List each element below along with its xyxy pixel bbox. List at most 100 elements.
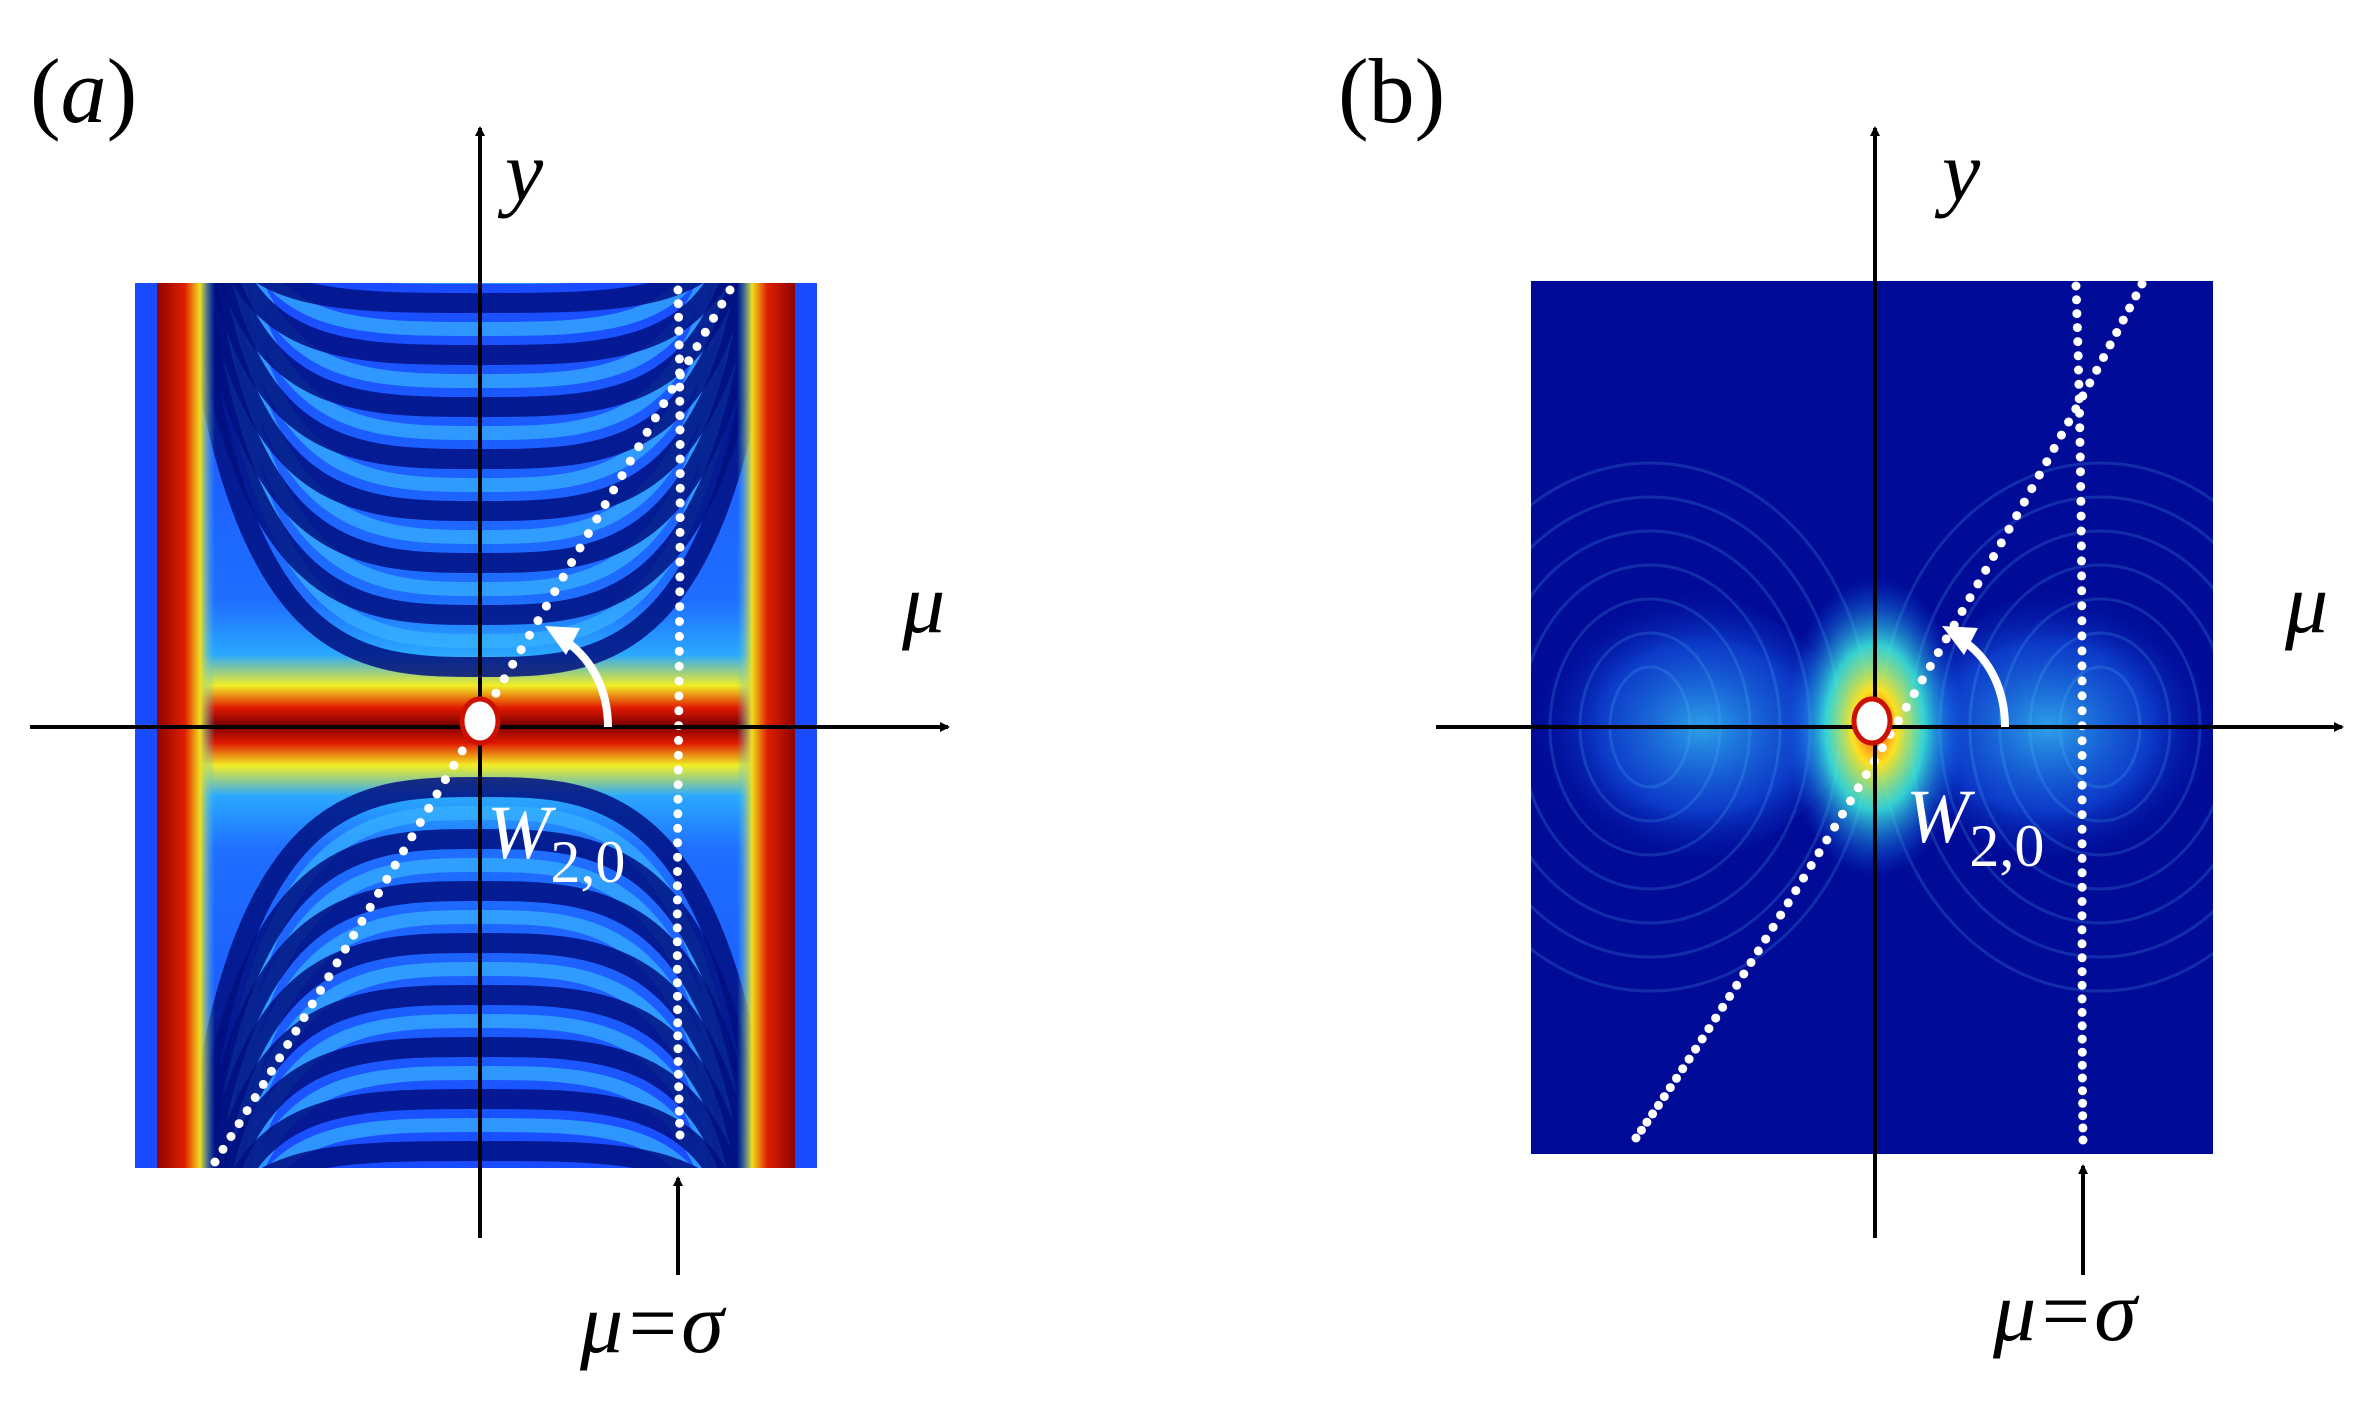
panel-a-rotated-dot <box>667 384 677 394</box>
panel-b-rotation-arrowhead <box>1942 626 1978 655</box>
panel-b-rotated-dot <box>2042 457 2052 467</box>
panel-a-sigma-dot <box>675 440 685 449</box>
panel-b-rotated-dot <box>1822 835 1832 845</box>
panel-a-sigma-dot <box>674 1082 684 1092</box>
panel-b-rotated-dot <box>1678 1064 1688 1074</box>
panel-b-rotated-dot <box>1901 702 1911 712</box>
panel-b-sigma-dot <box>2074 365 2083 375</box>
panel-b-sigma-dot <box>2072 295 2081 305</box>
panel-b-rotated-dot <box>1691 1044 1701 1054</box>
panel-b-rotated-dot <box>1893 716 1903 726</box>
panel-b-sigma-dot <box>2077 765 2087 775</box>
panel-b-rotated-dot <box>1732 980 1742 990</box>
panel-a-sigma-dot <box>675 498 685 508</box>
panel-a-sigma-dot <box>673 285 683 295</box>
panel-b-sigma-dot <box>2077 601 2087 611</box>
panel-b-rotated-dot <box>1909 689 1919 699</box>
panel-b-rotated-dot <box>1830 822 1840 832</box>
panel-a-dotted-curves <box>210 285 735 1167</box>
panel-b-rotated-dot <box>1925 661 1935 671</box>
panel-b-sigma-dot <box>2077 953 2087 963</box>
panel-b-sigma-dot <box>2075 423 2085 433</box>
panel-b-sigma-dot <box>2077 939 2087 949</box>
panel-a-sigma-dot <box>675 1118 685 1128</box>
panel-b-sigma-dot <box>2077 751 2087 760</box>
panel-b-rotated-dot <box>1861 770 1871 779</box>
panel-b-sigma-dot <box>2077 1073 2087 1083</box>
panel-a-rotated-dot <box>266 1066 276 1076</box>
panel-a-sigma-dot <box>672 978 682 988</box>
panel-b-rotated-dot <box>2131 291 2141 301</box>
panel-a-rotated-dot <box>499 674 509 684</box>
panel-a-rotated-dot <box>491 688 501 698</box>
panel-a-rotated-dot <box>717 299 727 309</box>
panel-b-sigma-dot <box>2078 1098 2088 1108</box>
panel-b-rotated-dot <box>1725 991 1735 1001</box>
panel-a-rotated-dot <box>275 1053 285 1063</box>
panel-a-sigma-dot <box>672 964 682 974</box>
panel-b-rotated-dot <box>1697 1034 1707 1044</box>
panel-a-rotated-dot <box>324 972 334 982</box>
panel-a-sigma-dot <box>673 809 683 819</box>
panel-b-sigma-dot <box>2075 452 2085 462</box>
panel-a-sigma-dot <box>675 411 685 421</box>
panel-a-rotated-dot <box>625 456 635 466</box>
panel-a-rotated-dot <box>242 1106 252 1116</box>
panel-b-sigma-dot <box>2077 911 2087 921</box>
panel-b-sigma-dot <box>2075 437 2085 447</box>
panel-a-sigma-dot <box>672 881 682 891</box>
panel-a-sigma-dot <box>672 923 682 933</box>
panel-a-label: (a) <box>30 40 137 142</box>
panel-b-sigma-dot <box>2072 309 2082 319</box>
panel-b-sigma-dot <box>2077 661 2087 671</box>
panel-a-rotated-dot <box>550 587 560 597</box>
panel-a-rotated-dot <box>349 930 359 940</box>
panel-b-rotated-dot <box>1845 796 1855 806</box>
panel-a-sigma-dot <box>675 382 685 392</box>
panel-a-sigma-dot <box>673 750 683 760</box>
panel-a-sigma-dot <box>672 895 682 905</box>
panel-a-rotated-dot <box>340 944 350 954</box>
panel-b-rotated-dot <box>2004 524 2014 534</box>
panel-a-sigma-dot <box>675 602 685 612</box>
panel-b-sigma-dot <box>2077 897 2087 906</box>
panel-b-rotated-dot <box>1989 552 1998 561</box>
panel-b-rotated-dot <box>2099 353 2108 362</box>
panel-b-sigma-dot <box>2078 1086 2087 1096</box>
panel-a-rotated-dot <box>457 746 467 756</box>
panel-b-rotated-dot <box>1642 1117 1652 1127</box>
panel-b-sigma-dot <box>2074 379 2084 389</box>
panel-a-sigma-dot <box>675 1130 685 1140</box>
panel-b-rotated-dot <box>2064 417 2074 427</box>
panel-b-rotated-dot <box>1665 1083 1675 1093</box>
panel-b-sigma-dot <box>2078 1111 2088 1121</box>
panel-b-sigma-dot <box>2077 1047 2087 1057</box>
panel-b-sigma-dot <box>2071 281 2081 291</box>
panel-a-rotated-dot <box>210 1157 220 1167</box>
panel-b-x-axis-label: μ <box>2284 555 2328 651</box>
panel-a-rotated-dot <box>283 1040 293 1049</box>
panel-a-rotated-dot <box>390 860 400 870</box>
panel-a-point-label: W2,0 <box>487 791 625 895</box>
panel-b-rotated-dot <box>1996 538 2006 548</box>
panel-a-rotated-dot <box>440 775 450 785</box>
panel-b-sigma-dot <box>2076 467 2085 477</box>
panel-a-sigma-dot <box>672 937 682 947</box>
panel-a-rotated-dot <box>617 471 627 481</box>
panel-b-sigma-dot <box>2077 780 2087 790</box>
panel-a-sigma-dot <box>675 513 685 523</box>
panel-a-rotated-dot <box>634 442 644 452</box>
panel-b-sigma-dot <box>2077 868 2087 878</box>
panel-b-sigma-dot <box>2072 323 2082 333</box>
panel-b-sigma-dot <box>2077 571 2087 581</box>
panel-a-sigma-dot <box>675 469 685 479</box>
panel-a-rotated-dot <box>659 399 669 409</box>
panel-b-rotated-dot <box>1684 1054 1694 1064</box>
panel-b-sigma-dot <box>2077 839 2087 849</box>
panel-b-sigma-dot <box>2077 795 2087 805</box>
panel-a-rotated-dot <box>234 1119 244 1129</box>
panel-a-rotated-dot <box>250 1093 260 1102</box>
panel-b-sigma-dot <box>2077 1034 2087 1044</box>
panel-b-sigma-dot <box>2077 1021 2087 1031</box>
panel-a-rotated-dot <box>307 999 317 1009</box>
